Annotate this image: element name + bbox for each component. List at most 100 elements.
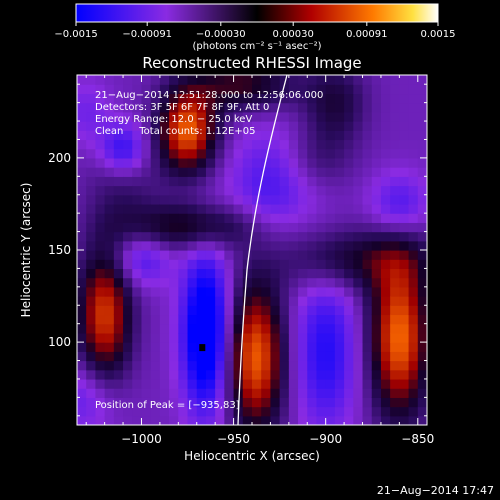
heatmap-cell <box>298 222 308 233</box>
heatmap-cell <box>353 130 364 141</box>
heatmap-cell <box>233 148 244 159</box>
heatmap-cell <box>288 369 299 380</box>
heatmap-cell <box>86 203 97 214</box>
heatmap-cell <box>77 323 87 334</box>
heatmap-cell <box>298 121 308 131</box>
heatmap-cell <box>288 231 299 242</box>
heatmap-cell <box>150 415 161 425</box>
heatmap-cell <box>159 268 170 279</box>
heatmap-cell <box>408 332 419 343</box>
heatmap-cell <box>77 250 87 260</box>
heatmap-cell <box>344 130 354 141</box>
heatmap-cell <box>279 332 290 343</box>
heatmap-cell <box>178 111 189 122</box>
heatmap-cell <box>362 259 373 270</box>
heatmap-cell <box>270 84 281 95</box>
heatmap-cell <box>390 342 400 352</box>
heatmap-cell <box>344 268 354 279</box>
heatmap-cell <box>252 157 262 168</box>
heatmap-cell <box>325 157 336 168</box>
heatmap-cell <box>187 148 198 159</box>
heatmap-cell <box>252 240 262 251</box>
heatmap-cell <box>187 388 198 398</box>
colorbar-ticks: −0.0015 −0.00091 −0.00030 0.00030 0.00091 0.0… <box>54 22 456 40</box>
heatmap-cell <box>86 305 97 316</box>
heatmap-cell <box>334 250 345 260</box>
heatmap-cell <box>169 296 179 306</box>
heatmap-cell <box>150 167 161 177</box>
heatmap-cell <box>270 148 281 159</box>
heatmap-cell <box>169 111 179 122</box>
heatmap-cell <box>104 378 115 389</box>
heatmap-cell <box>344 102 354 113</box>
heatmap-cell <box>187 397 198 408</box>
heatmap-cell <box>417 231 427 242</box>
heatmap-cell <box>104 351 115 362</box>
heatmap-cell <box>104 314 115 325</box>
heatmap-cell <box>417 332 427 343</box>
heatmap-cell <box>270 369 281 380</box>
heatmap-cell <box>95 323 106 334</box>
heatmap-cell <box>77 296 87 306</box>
heatmap-cell <box>316 203 327 214</box>
heatmap-cell <box>113 102 124 113</box>
heatmap-cell <box>334 259 345 270</box>
heatmap-cell <box>371 102 382 113</box>
heatmap-cell <box>205 360 216 371</box>
heatmap-cell <box>344 360 354 371</box>
heatmap-cell <box>196 157 207 168</box>
heatmap-cell <box>169 157 179 168</box>
heatmap-cell <box>390 406 400 417</box>
heatmap-cell <box>95 121 106 131</box>
heatmap-cell <box>344 185 354 196</box>
heatmap-cell <box>334 167 345 177</box>
heatmap-cell <box>334 323 345 334</box>
heatmap-cell <box>187 213 198 223</box>
heatmap-cell <box>178 332 189 343</box>
heatmap-cell <box>371 84 382 95</box>
heatmap-cell <box>298 342 308 352</box>
heatmap-cell <box>390 388 400 398</box>
heatmap-cell <box>390 378 400 389</box>
heatmap-cell <box>86 194 97 205</box>
heatmap-cell <box>307 342 318 352</box>
heatmap-cell <box>325 231 336 242</box>
heatmap-cell <box>417 203 427 214</box>
heatmap-cell <box>390 231 400 242</box>
heatmap-cell <box>399 231 410 242</box>
heatmap-cell <box>279 121 290 131</box>
heatmap-cell <box>417 240 427 251</box>
heatmap-cell <box>224 286 235 297</box>
heatmap-cell <box>325 378 336 389</box>
heatmap-cell <box>77 305 87 316</box>
heatmap-cell <box>325 75 336 85</box>
heatmap-cell <box>178 397 189 408</box>
heatmap-cell <box>408 121 419 131</box>
heatmap-cell <box>123 277 133 288</box>
heatmap-cell <box>334 222 345 233</box>
heatmap-cell <box>150 231 161 242</box>
heatmap-cell <box>298 194 308 205</box>
y-tick-label: 150 <box>48 243 71 257</box>
heatmap-cell <box>215 397 225 408</box>
heatmap-cell <box>417 111 427 122</box>
heatmap-cell <box>159 102 170 113</box>
heatmap-cell <box>215 342 225 352</box>
heatmap-cell <box>224 130 235 141</box>
heatmap-cell <box>132 157 143 168</box>
heatmap-cell <box>113 415 124 425</box>
heatmap-cell <box>86 130 97 141</box>
heatmap-cell <box>270 286 281 297</box>
heatmap-cell <box>104 148 115 159</box>
heatmap-cell <box>196 406 207 417</box>
heatmap-cell <box>215 250 225 260</box>
heatmap-cell <box>362 102 373 113</box>
heatmap-cell <box>159 415 170 425</box>
heatmap-cell <box>169 231 179 242</box>
heatmap-cell <box>417 397 427 408</box>
heatmap-cell <box>178 222 189 233</box>
heatmap-cell <box>334 314 345 325</box>
heatmap-cell <box>270 342 281 352</box>
heatmap-cell <box>417 139 427 150</box>
heatmap-cell <box>408 296 419 306</box>
